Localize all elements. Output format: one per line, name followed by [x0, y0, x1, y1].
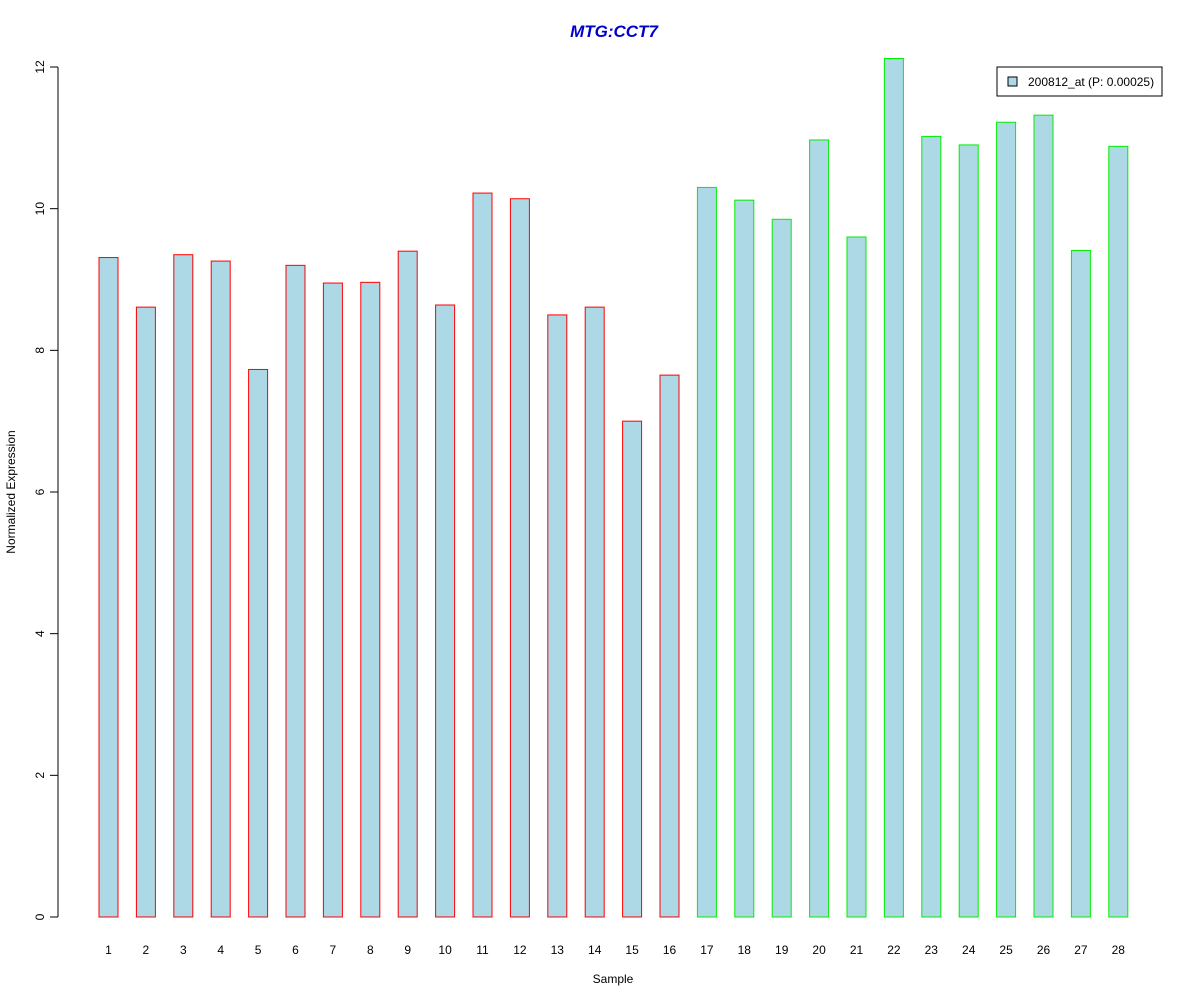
x-tick-label: 13 [551, 943, 565, 957]
bar [771, 218, 792, 918]
y-tick-label: 8 [33, 347, 47, 354]
x-axis-title: Sample [593, 972, 634, 986]
bar [958, 144, 979, 918]
bar [135, 306, 156, 918]
x-tick-label: 14 [588, 943, 602, 957]
chart-title: MTG:CCT7 [570, 22, 659, 41]
bar [883, 58, 904, 918]
x-tick-label: 16 [663, 943, 677, 957]
legend-swatch [1007, 76, 1018, 87]
y-tick-label: 12 [33, 60, 47, 74]
x-tick-label: 8 [367, 943, 374, 957]
y-axis: 0 2 4 6 8 10 12 [33, 60, 59, 920]
legend-label: 200812_at (P: 0.00025) [1028, 75, 1154, 89]
x-tick-label: 18 [738, 943, 752, 957]
bar [285, 264, 306, 918]
x-tick-label: 17 [700, 943, 714, 957]
bar [547, 314, 568, 918]
bar [509, 198, 530, 918]
bar [472, 192, 493, 918]
bars [98, 58, 1129, 918]
x-tick-label: 21 [850, 943, 864, 957]
bar [360, 281, 381, 918]
x-tick-label: 23 [925, 943, 939, 957]
x-tick-label: 11 [476, 943, 489, 957]
x-tick-label: 10 [438, 943, 452, 957]
bar [397, 250, 418, 918]
bar [1108, 145, 1129, 918]
y-tick-label: 4 [33, 630, 47, 637]
x-tick-labels: 1 2 3 4 5 6 7 8 9 10 11 12 13 14 15 16 17 18 19 20 21 22 23 24 2… [105, 943, 1125, 957]
bar [435, 304, 456, 918]
bar [809, 139, 830, 918]
x-tick-label: 28 [1112, 943, 1126, 957]
x-tick-label: 27 [1074, 943, 1088, 957]
x-tick-label: 24 [962, 943, 976, 957]
x-tick-label: 5 [255, 943, 262, 957]
legend-box [996, 66, 1163, 97]
bar [921, 135, 942, 918]
bar [734, 199, 755, 918]
bar [622, 420, 643, 918]
x-tick-label: 7 [330, 943, 337, 957]
x-tick-label: 20 [812, 943, 826, 957]
x-tick-label: 12 [513, 943, 527, 957]
bar [210, 260, 231, 918]
bar [98, 257, 119, 918]
x-tick-label: 6 [292, 943, 299, 957]
x-tick-label: 9 [404, 943, 411, 957]
legend: 200812_at (P: 0.00025) [996, 66, 1163, 97]
y-tick-label: 6 [33, 488, 47, 495]
x-tick-label: 19 [775, 943, 789, 957]
x-tick-label: 26 [1037, 943, 1051, 957]
x-tick-label: 4 [217, 943, 224, 957]
x-tick-label: 25 [999, 943, 1013, 957]
bar [846, 236, 867, 918]
y-tick-label: 2 [33, 772, 47, 779]
bar [248, 368, 269, 918]
x-tick-label: 2 [143, 943, 150, 957]
y-axis-title: Normalized Expression [4, 430, 18, 553]
bar [173, 254, 194, 918]
y-tick-label: 0 [33, 913, 47, 920]
x-tick-label: 3 [180, 943, 187, 957]
bar [322, 282, 343, 918]
bar [696, 186, 717, 918]
bar [996, 121, 1017, 918]
bar [1070, 249, 1091, 918]
bar [584, 306, 605, 918]
y-tick-label: 10 [33, 202, 47, 216]
bar [659, 374, 680, 918]
bar [1033, 114, 1054, 918]
x-tick-label: 1 [105, 943, 112, 957]
x-tick-label: 22 [887, 943, 901, 957]
x-tick-label: 15 [625, 943, 639, 957]
